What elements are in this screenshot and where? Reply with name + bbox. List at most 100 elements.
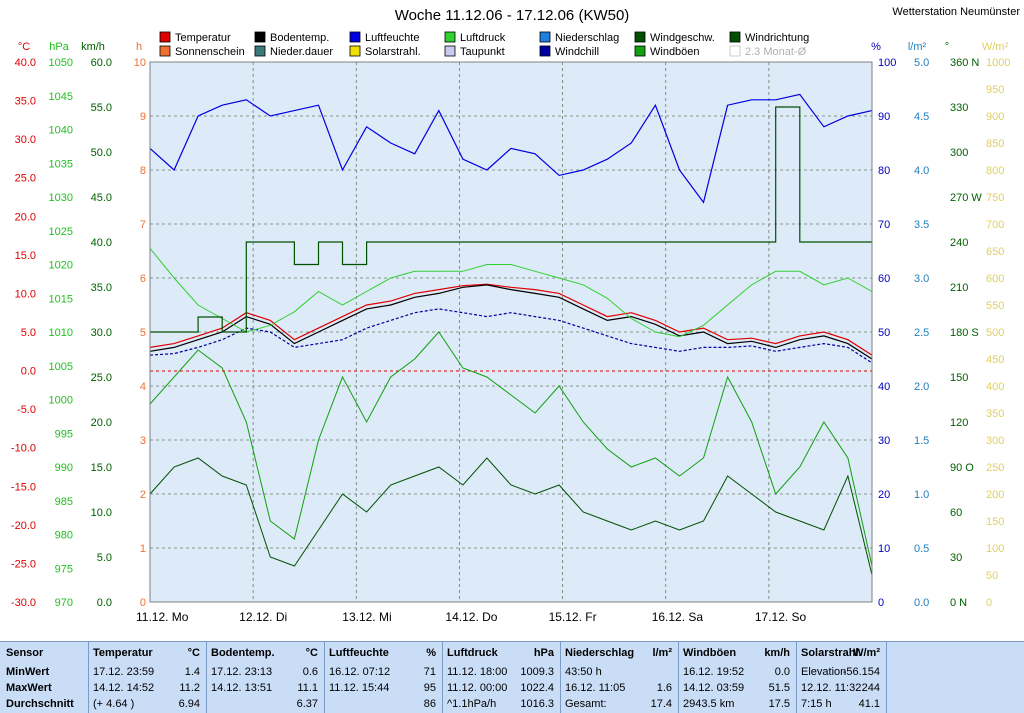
table-separator	[442, 642, 443, 713]
axis-tick-deg: 150	[950, 372, 968, 384]
legend-swatch	[349, 31, 361, 43]
max-time: 11.12. 00:00	[447, 682, 508, 694]
max-time: 14.12. 14:52	[93, 682, 155, 694]
axis-tick-percent: 0	[878, 597, 884, 609]
series-line-temperatur	[149, 283, 873, 356]
weather-chart: Woche 11.12.06 - 17.12.06 (KW50) Wetters…	[10, 6, 1021, 624]
max-value: 95	[423, 682, 436, 694]
axis-tick-deg: 180 S	[950, 327, 979, 339]
axis-tick-percent: 10	[878, 543, 890, 555]
axis-tick-celsius: 40.0	[15, 57, 36, 69]
min-value: 1009.3	[520, 666, 554, 678]
legend-swatch	[254, 45, 266, 57]
min-value: 71	[423, 666, 436, 678]
column-unit: km/h	[764, 647, 790, 659]
axis-tick-hpa: 970	[55, 597, 73, 609]
axis-tick-wm2: 400	[986, 381, 1004, 393]
axis-tick-kmh: 5.0	[97, 552, 112, 564]
min-time: 16.12. 07:12	[329, 666, 391, 678]
axis-tick-lm2: 4.5	[914, 111, 929, 123]
axis-unit-percent: %	[871, 41, 881, 53]
axis-tick-hpa: 980	[55, 530, 73, 542]
x-tick-label: 13.12. Mi	[342, 610, 391, 624]
column-header: Solarstrahl.	[801, 647, 862, 659]
axis-tick-hpa: 1015	[49, 293, 73, 305]
column-header: Windböen	[683, 647, 737, 659]
axis-tick-lm2: 3.5	[914, 219, 929, 231]
axis-tick-wm2: 300	[986, 435, 1004, 447]
avg-value: 17.4	[650, 698, 672, 710]
chart-title: Woche 11.12.06 - 17.12.06 (KW50)	[395, 7, 630, 24]
min-time: 11.12. 18:00	[447, 666, 508, 678]
axis-tick-hours: 1	[140, 543, 146, 555]
series-line-windgeschw	[149, 457, 873, 576]
axis-tick-hpa: 985	[55, 496, 73, 508]
legend-label: Windrichtung	[745, 32, 809, 44]
axis-tick-hours: 10	[134, 57, 146, 69]
axis-tick-kmh: 60.0	[91, 57, 112, 69]
legend-label: Windböen	[650, 46, 700, 58]
legend-swatch	[159, 31, 171, 43]
axis-tick-celsius: 15.0	[15, 250, 36, 262]
avg-note: ^1.1hPa/h	[447, 698, 497, 710]
axis-tick-hours: 0	[140, 597, 146, 609]
series-line-windben	[149, 331, 873, 567]
column-header: Temperatur	[93, 647, 153, 659]
avg-value: 6.37	[296, 698, 318, 710]
min-value: 1.4	[184, 666, 200, 678]
table-separator	[88, 642, 89, 713]
legend-label: Sonnenschein	[175, 46, 245, 58]
column-unit: W/m²	[853, 647, 880, 659]
avg-value: 86	[423, 698, 436, 710]
min-time: 16.12. 19:52	[683, 666, 745, 678]
axis-tick-celsius: 30.0	[15, 134, 36, 146]
axis-tick-percent: 30	[878, 435, 890, 447]
legend-label: Luftfeuchte	[365, 32, 419, 44]
axis-tick-hpa: 1050	[49, 57, 73, 69]
axis-tick-hours: 2	[140, 489, 146, 501]
column-unit: °C	[305, 647, 318, 659]
axis-tick-wm2: 100	[986, 543, 1004, 555]
axis-tick-wm2: 50	[986, 570, 998, 582]
axis-tick-percent: 90	[878, 111, 890, 123]
max-value: 11.2	[179, 682, 200, 694]
axis-tick-deg: 0 N	[950, 597, 967, 609]
axis-tick-hpa: 1000	[49, 395, 73, 407]
legend-label: Solarstrahl.	[365, 46, 421, 58]
axis-tick-deg: 90 O	[950, 462, 974, 474]
axis-tick-kmh: 25.0	[91, 372, 112, 384]
column-header: Niederschlag	[565, 647, 635, 659]
max-value: 1.6	[656, 682, 672, 694]
axis-tick-wm2: 650	[986, 246, 1004, 258]
legend-swatch	[634, 45, 646, 57]
axis-tick-celsius: 10.0	[15, 288, 36, 300]
column-unit: %	[426, 647, 436, 659]
axis-tick-wm2: 1000	[986, 57, 1010, 69]
axis-tick-hours: 7	[140, 219, 146, 231]
axis-tick-lm2: 1.5	[914, 435, 929, 447]
axis-tick-wm2: 350	[986, 408, 1004, 420]
axis-unit-kmh: km/h	[81, 41, 105, 53]
max-time: 14.12. 03:59	[683, 682, 745, 694]
axis-tick-hpa: 990	[55, 462, 73, 474]
axis-tick-kmh: 15.0	[91, 462, 112, 474]
axis-unit-deg: °	[945, 41, 949, 53]
axis-tick-hpa: 995	[55, 428, 73, 440]
table-separator	[796, 642, 797, 713]
axis-tick-percent: 100	[878, 57, 896, 69]
axis-tick-celsius: 5.0	[21, 327, 36, 339]
axis-tick-wm2: 500	[986, 327, 1004, 339]
axis-tick-wm2: 950	[986, 84, 1004, 96]
axis-tick-hpa: 1045	[49, 91, 73, 103]
axis-tick-hours: 5	[140, 327, 146, 339]
series-line-luftdruck	[149, 247, 873, 338]
axis-tick-hpa: 975	[55, 563, 73, 575]
axis-tick-celsius: 0.0	[21, 366, 36, 378]
axis-tick-celsius: 20.0	[15, 211, 36, 223]
legend-label: Bodentemp.	[270, 32, 329, 44]
x-tick-label: 17.12. So	[755, 610, 807, 624]
axis-tick-hours: 3	[140, 435, 146, 447]
axis-tick-wm2: 750	[986, 192, 1004, 204]
max-value: 51.5	[768, 682, 790, 694]
axis-tick-kmh: 45.0	[91, 192, 112, 204]
